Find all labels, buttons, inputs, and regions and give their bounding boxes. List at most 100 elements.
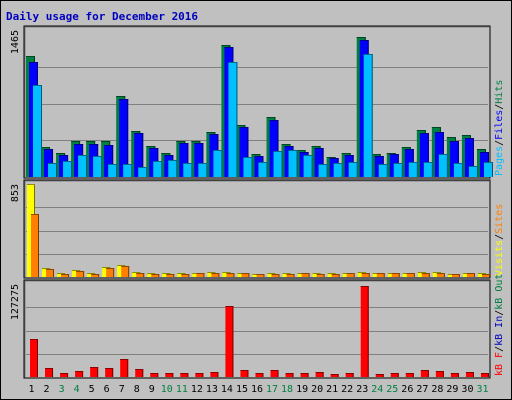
bar-top [345,373,354,374]
bar-top [30,339,38,340]
bar-shade [82,371,84,377]
bar-kb-f [270,370,279,377]
bar-sites [361,273,370,277]
x-tick-label: 27 [416,384,428,395]
bar-files [179,143,189,177]
bar-pages [48,163,58,177]
bar-top [177,273,186,274]
bar-top [254,156,264,157]
bar-top [417,272,426,273]
bar-shade [176,160,178,177]
bar-top [76,271,85,272]
x-tick-label: 18 [281,384,293,395]
bar-shade [458,274,460,277]
bar-kb-f [150,373,159,377]
bar-top [123,164,133,165]
bar-top [105,368,114,369]
bar-kb-f [420,370,429,377]
bar-pages [153,161,163,177]
bar-top [468,166,478,167]
bar-top [361,273,370,274]
bar-top [477,273,486,274]
bar-top [267,273,276,274]
bar-kb-f [165,373,174,377]
bar-top [311,146,321,147]
bar-top [436,273,445,274]
bar-pages [63,161,73,177]
bar-shade [293,274,295,277]
bar-top [46,269,55,270]
bar-top [393,163,403,164]
bar-sites [376,273,385,277]
bar-top [363,54,373,55]
bar-top [74,144,84,145]
bar-top [356,37,366,38]
bar-top [176,141,186,142]
bar-top [360,286,369,287]
bar-top [90,367,99,368]
plot-area-kbytes [23,279,491,379]
bar-top [406,273,415,274]
bar-top [226,273,235,274]
x-tick-label: 13 [206,384,218,395]
bar-shade [413,273,415,277]
side-legend-entry: Visits [494,240,505,276]
bar-top [288,150,298,151]
bar-sites [451,274,460,277]
bar-shade [172,373,174,377]
bar-top [198,163,208,164]
plot-area-visits-sites [23,179,491,279]
x-tick-label: 30 [461,384,473,395]
bar-pages [213,150,223,177]
side-legend-entry: / [494,140,505,146]
bar-shade [71,161,73,177]
x-tick-label: 31 [476,384,488,395]
bar-top [401,147,411,148]
bar-top [378,164,388,165]
chart-title: Daily usage for December 2016 [6,10,199,23]
bar-shade [202,143,204,177]
bar-shade [397,373,399,377]
x-tick-label: 9 [149,384,155,395]
bar-top [461,135,471,136]
bar-top [390,373,399,374]
bar-top [72,270,81,271]
bar-top [102,267,111,268]
bar-top [191,141,201,142]
bar-shade [247,127,249,177]
bar-top [480,373,489,374]
bar-top [31,214,39,215]
bar-top [329,158,339,159]
bar-sites [481,274,490,277]
bar-shade [307,373,309,377]
bar-pages [168,160,178,177]
bar-shade [187,143,189,177]
bar-sites [121,266,130,277]
x-tick-label: 15 [236,384,248,395]
bar-kb-f [360,286,369,377]
bar-sites [346,273,355,277]
bar-shade [322,148,324,177]
x-tick-label: 16 [251,384,263,395]
x-tick-label: 21 [326,384,338,395]
bar-kb-f [30,339,38,377]
bar-shade [457,141,459,177]
bar-files [449,141,459,177]
bar-sites [226,273,235,277]
bar-shade [116,164,118,177]
bar-shade [83,271,85,277]
bar-top [371,154,381,155]
x-tick-label: 11 [176,384,188,395]
bar-top [301,273,310,274]
bar-shade [142,133,144,177]
bar-top [228,62,238,63]
bar-top [386,153,396,154]
x-tick-label: 12 [191,384,203,395]
bar-sites [181,274,190,277]
bar-kb-f [225,306,234,377]
bar-sites [151,274,160,277]
side-legend-entry: / [494,104,505,110]
bar-kb-f [135,369,144,377]
bar-pages [258,162,268,177]
